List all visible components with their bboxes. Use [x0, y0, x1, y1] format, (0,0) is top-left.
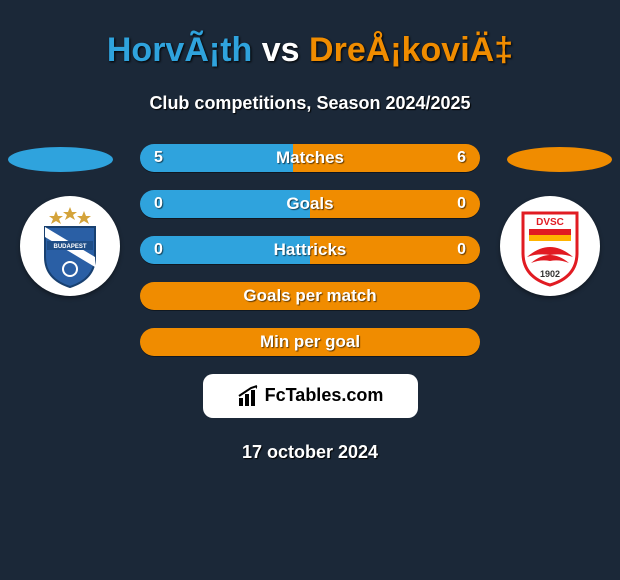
- crest-year: 1902: [540, 269, 560, 279]
- brand-text: FcTables.com: [265, 385, 384, 406]
- title-player2: DreÅ¡koviÄ‡: [309, 31, 513, 69]
- stat-row: Min per goal: [140, 328, 480, 356]
- player1-oval: [8, 147, 113, 172]
- title-vs: vs: [262, 31, 300, 69]
- subtitle: Club competitions, Season 2024/2025: [0, 93, 620, 114]
- club-badge-left: BUDAPEST: [20, 196, 120, 296]
- stat-row: Goals0 0: [140, 190, 480, 218]
- stats-block: Matches56Goals00Hattricks00Goals per mat…: [140, 144, 480, 356]
- stat-row: Hattricks0 0: [140, 236, 480, 264]
- bar-chart-icon: [237, 384, 261, 408]
- stat-label: Matches: [140, 144, 480, 172]
- crest-top-text: DVSC: [536, 217, 564, 228]
- stat-row: Matches5 6: [140, 144, 480, 172]
- stat-row: Goals per match: [140, 282, 480, 310]
- stat-label: Hattricks: [140, 236, 480, 264]
- title-player1: HorvÃ¡th: [107, 31, 252, 69]
- stat-label: Min per goal: [140, 328, 480, 356]
- crest-stars: [49, 207, 91, 224]
- infographic-root: HorvÃ¡th vs DreÅ¡koviÄ‡ Club competition…: [0, 23, 620, 580]
- player2-oval: [507, 147, 612, 172]
- stat-value-right: 0: [457, 190, 466, 218]
- dvsc-crest-icon: DVSC 1902: [507, 203, 593, 289]
- club-badge-right: DVSC 1902: [500, 196, 600, 296]
- mtk-crest-icon: BUDAPEST: [25, 201, 115, 291]
- stat-value-right: 0: [457, 236, 466, 264]
- crest-banner-text: BUDAPEST: [53, 244, 86, 250]
- date-text: 17 october 2024: [0, 442, 620, 463]
- page-title: HorvÃ¡th vs DreÅ¡koviÄ‡: [0, 23, 620, 70]
- stat-value-left: 0: [154, 236, 163, 264]
- stat-value-right: 6: [457, 144, 466, 172]
- stat-label: Goals: [140, 190, 480, 218]
- stat-label: Goals per match: [140, 282, 480, 310]
- stat-value-left: 0: [154, 190, 163, 218]
- stat-value-left: 5: [154, 144, 163, 172]
- brand-box: FcTables.com: [203, 374, 418, 418]
